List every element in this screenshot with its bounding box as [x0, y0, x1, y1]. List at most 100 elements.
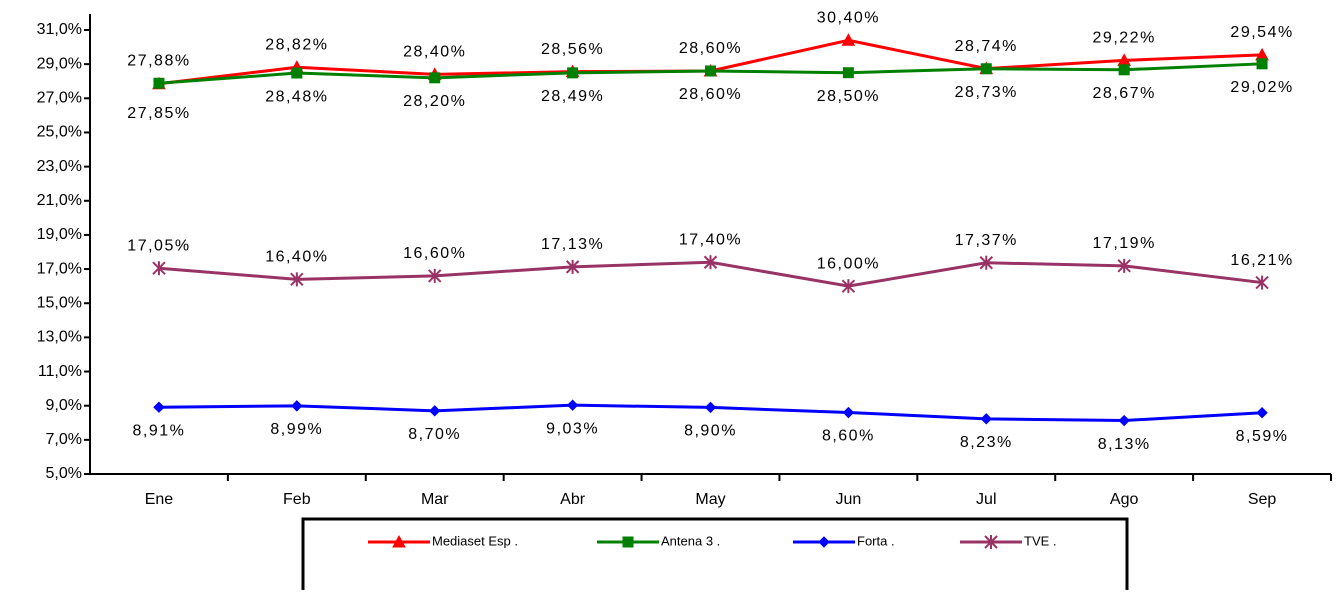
y-tick-label: 31,0% [37, 21, 82, 38]
value-label: 29,22% [1093, 30, 1156, 47]
value-label: 28,56% [541, 41, 604, 58]
y-tick-label: 17,0% [37, 260, 82, 277]
marker [980, 63, 992, 75]
marker [842, 67, 854, 79]
value-label: 28,49% [541, 88, 604, 105]
value-label: 28,67% [1093, 85, 1156, 102]
x-tick-label: Feb [283, 491, 311, 508]
value-label: 28,82% [265, 36, 328, 53]
value-label: 28,60% [679, 86, 742, 103]
value-label: 8,60% [822, 428, 875, 445]
marker [1255, 275, 1269, 290]
value-label: 28,73% [955, 84, 1018, 101]
value-label: 17,40% [679, 231, 742, 248]
marker [703, 255, 718, 270]
marker [1118, 414, 1130, 427]
marker [841, 279, 856, 294]
marker [290, 272, 304, 287]
marker [1256, 58, 1268, 70]
marker [429, 72, 441, 84]
marker [429, 405, 441, 417]
x-tick-label: Jul [976, 491, 996, 508]
value-label: 28,40% [403, 44, 466, 61]
value-label: 8,23% [960, 434, 1013, 451]
y-tick-label: 19,0% [37, 226, 82, 243]
y-tick-label: 25,0% [37, 124, 82, 141]
value-label: 28,20% [403, 93, 466, 110]
legend-marker [622, 536, 634, 548]
marker [704, 401, 717, 414]
value-label: 28,74% [955, 38, 1018, 55]
value-label: 8,90% [684, 423, 737, 440]
value-label: 8,13% [1098, 436, 1151, 453]
legend-label: Mediaset Esp . [432, 533, 518, 548]
y-tick-label: 5,0% [46, 465, 82, 482]
value-label: 17,37% [955, 232, 1018, 249]
value-label: 29,54% [1230, 24, 1293, 41]
value-label: 30,40% [817, 9, 880, 26]
x-tick-label: May [695, 491, 725, 508]
value-label: 28,50% [817, 88, 880, 105]
value-label: 8,70% [408, 426, 461, 443]
value-label: 8,99% [270, 421, 323, 438]
y-tick-label: 15,0% [37, 294, 82, 311]
marker [153, 401, 165, 413]
legend-marker [984, 535, 998, 549]
y-tick-label: 7,0% [46, 431, 82, 448]
value-label: 16,21% [1230, 252, 1293, 269]
value-label: 27,88% [127, 52, 190, 69]
value-label: 8,59% [1236, 428, 1289, 445]
marker [1117, 258, 1131, 273]
marker [428, 268, 442, 283]
x-tick-label: Sep [1248, 491, 1277, 508]
legend-item: Mediaset Esp . [368, 533, 518, 548]
x-tick-label: Jun [835, 491, 861, 508]
value-label: 28,48% [265, 88, 328, 105]
value-label: 29,02% [1230, 79, 1293, 96]
y-tick-label: 11,0% [38, 363, 82, 380]
x-tick-label: Ago [1110, 491, 1139, 508]
value-label: 9,03% [546, 420, 599, 437]
legend-label: Forta . [857, 533, 895, 548]
legend-marker [818, 536, 830, 548]
y-tick-label: 27,0% [37, 90, 82, 107]
legend-label: Antena 3 . [661, 533, 720, 548]
legend-label: TVE . [1024, 533, 1057, 548]
legend-marker [392, 534, 406, 548]
x-tick-label: Abr [560, 491, 586, 508]
y-tick-label: 13,0% [37, 329, 82, 346]
marker [566, 399, 579, 411]
marker [291, 400, 303, 412]
marker [565, 259, 580, 274]
marker [567, 67, 579, 79]
y-tick-label: 21,0% [37, 192, 82, 209]
x-tick-label: Ene [145, 491, 174, 508]
marker [980, 413, 992, 425]
value-label: 16,00% [817, 255, 880, 272]
value-label: 17,05% [127, 237, 190, 254]
y-tick-label: 23,0% [37, 158, 82, 175]
marker [152, 261, 166, 276]
y-tick-label: 29,0% [37, 55, 82, 72]
value-label: 16,40% [265, 249, 328, 266]
value-label: 28,60% [679, 40, 742, 57]
legend-item: Antena 3 . [597, 533, 720, 548]
legend-item: TVE . [960, 533, 1057, 549]
value-label: 16,60% [403, 245, 466, 262]
value-label: 27,85% [127, 105, 190, 122]
marker [979, 255, 993, 270]
x-tick-label: Mar [421, 491, 449, 508]
marker [842, 406, 855, 419]
marker [153, 77, 165, 89]
marker [1118, 64, 1130, 76]
value-label: 8,91% [133, 422, 186, 439]
value-label: 17,19% [1093, 235, 1156, 252]
y-tick-label: 9,0% [46, 397, 82, 414]
marker [1256, 406, 1268, 419]
marker [291, 67, 303, 79]
legend-item: Forta . [793, 533, 895, 548]
legend-box [301, 517, 1129, 595]
value-label: 17,13% [541, 236, 604, 253]
